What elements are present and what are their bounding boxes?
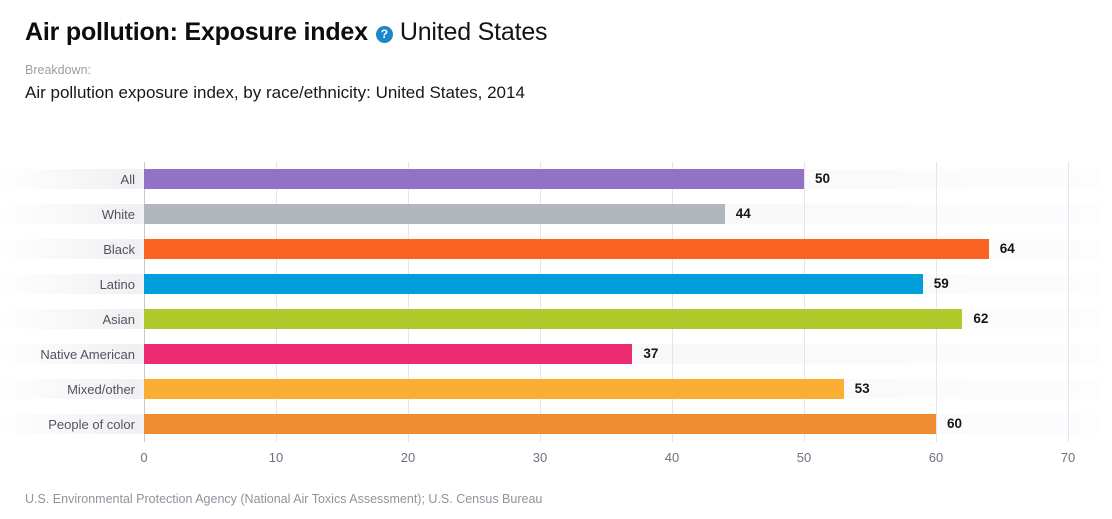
bar-native-american[interactable] [144, 344, 633, 364]
category-label: Black [103, 242, 135, 257]
category-label: Mixed/other [67, 382, 135, 397]
bar-people-of-color[interactable] [144, 414, 936, 434]
bar-all[interactable] [144, 169, 804, 189]
bar-asian[interactable] [144, 309, 963, 329]
gridline [936, 162, 937, 442]
help-icon[interactable]: ? [375, 26, 393, 43]
bar-row: Latino 59 [0, 267, 1100, 302]
category-label: All [120, 172, 135, 187]
category-label: People of color [48, 417, 135, 432]
gridline [804, 162, 805, 442]
category-label: White [101, 207, 135, 222]
x-tick-label: 60 [928, 450, 944, 465]
bar-row: People of color 60 [0, 407, 1100, 442]
x-tick-label: 50 [796, 450, 812, 465]
bar-row: Black 64 [0, 232, 1100, 267]
x-tick-label: 20 [400, 450, 416, 465]
x-axis: 0 10 20 30 40 50 60 70 [0, 442, 1100, 474]
value-label: 59 [933, 276, 949, 291]
page-title: Air pollution: Exposure index? United Sta… [25, 18, 1112, 47]
chart-header: Air pollution: Exposure index? United Sta… [0, 0, 1112, 103]
breakdown-label: Breakdown: [25, 63, 92, 77]
x-tick-label: 0 [140, 450, 148, 465]
bar-row: White 44 [0, 197, 1100, 232]
category-label: Latino [99, 277, 135, 292]
gridline [540, 162, 541, 442]
bar-white[interactable] [144, 204, 725, 224]
bar-black[interactable] [144, 239, 989, 259]
gridline [276, 162, 277, 442]
chart-plot-area: All 50 White 44 Black 64 Latino 59 Asian 62 Native… [0, 162, 1100, 442]
chart-subtitle: Air pollution exposure index, by race/et… [25, 83, 525, 102]
value-label: 53 [854, 381, 870, 396]
bar-mixed-other[interactable] [144, 379, 844, 399]
bar-row: All 50 [0, 162, 1100, 197]
gridline [672, 162, 673, 442]
value-label: 64 [999, 241, 1015, 256]
category-label: Asian [102, 312, 135, 327]
y-axis-line [144, 162, 145, 442]
value-label: 60 [947, 416, 963, 431]
bar-latino[interactable] [144, 274, 923, 294]
bar-row: Mixed/other 53 [0, 372, 1100, 407]
value-label: 37 [643, 346, 659, 361]
title-main: Air pollution: Exposure index [25, 18, 368, 46]
value-label: 44 [735, 206, 751, 221]
bar-row: Native American 37 [0, 337, 1100, 372]
bar-row: Asian 62 [0, 302, 1100, 337]
x-tick-label: 30 [532, 450, 548, 465]
title-region: United States [399, 18, 548, 46]
category-label: Native American [40, 347, 135, 362]
x-tick-label: 10 [268, 450, 284, 465]
bar-chart: All 50 White 44 Black 64 Latino 59 Asian 62 Native… [0, 162, 1100, 474]
gridline [408, 162, 409, 442]
x-tick-label: 70 [1060, 450, 1076, 465]
gridline [1068, 162, 1069, 442]
source-attribution: U.S. Environmental Protection Agency (Na… [25, 492, 543, 506]
value-label: 50 [815, 171, 831, 186]
x-tick-label: 40 [664, 450, 680, 465]
value-label: 62 [973, 311, 989, 326]
